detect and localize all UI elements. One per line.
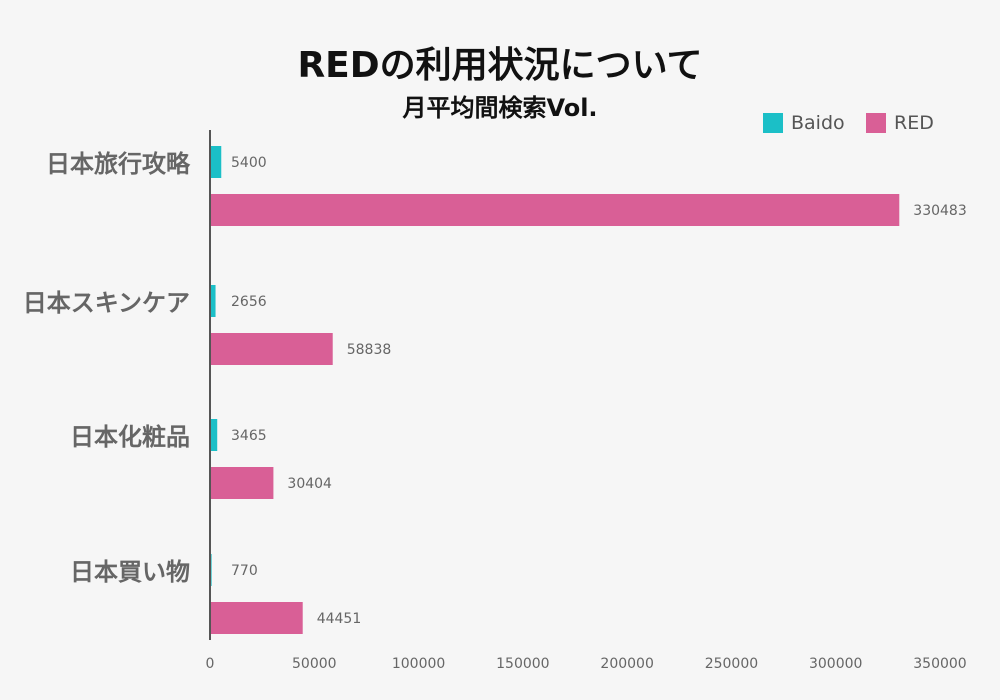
- bar-red-cosmetics: [210, 467, 274, 499]
- category-label-shopping: 日本買い物: [70, 558, 190, 586]
- data-label-red-travel: 330483: [913, 203, 966, 219]
- x-tick-label: 350000: [913, 656, 966, 672]
- bar-red-skincare: [210, 333, 333, 365]
- legend-item-baido: Baido: [763, 112, 845, 134]
- bar-baido-cosmetics: [210, 419, 218, 451]
- data-label-red-shopping: 44451: [317, 611, 362, 627]
- legend-label-baido: Baido: [791, 112, 845, 134]
- category-label-travel: 日本旅行攻略: [46, 150, 191, 178]
- x-tick-label: 300000: [809, 656, 862, 672]
- data-label-baido-skincare: 2656: [231, 294, 267, 310]
- legend-item-red: RED: [866, 112, 934, 134]
- x-tick-label: 0: [206, 656, 215, 672]
- legend-label-red: RED: [894, 112, 934, 134]
- bar-red-shopping: [210, 602, 303, 634]
- bar-baido-skincare: [210, 285, 216, 317]
- x-tick-label: 250000: [705, 656, 758, 672]
- x-tick-label: 50000: [292, 656, 337, 672]
- x-tick-label: 200000: [600, 656, 653, 672]
- x-tick-label: 100000: [392, 656, 445, 672]
- bar-red-travel: [210, 194, 900, 226]
- data-label-baido-cosmetics: 3465: [231, 428, 267, 444]
- data-label-baido-travel: 5400: [231, 155, 267, 171]
- bar-baido-travel: [210, 146, 222, 178]
- chart-subtitle: 月平均間検索Vol.: [402, 94, 598, 122]
- x-tick-label: 150000: [496, 656, 549, 672]
- data-label-red-cosmetics: 30404: [287, 476, 332, 492]
- legend-swatch-red: [866, 113, 886, 133]
- data-label-baido-shopping: 770: [231, 563, 258, 579]
- category-label-skincare: 日本スキンケア: [23, 289, 190, 317]
- chart-title: REDの利用状況について: [297, 45, 703, 86]
- legend-swatch-baido: [763, 113, 783, 133]
- category-label-cosmetics: 日本化粧品: [70, 423, 190, 451]
- data-label-red-skincare: 58838: [347, 342, 392, 358]
